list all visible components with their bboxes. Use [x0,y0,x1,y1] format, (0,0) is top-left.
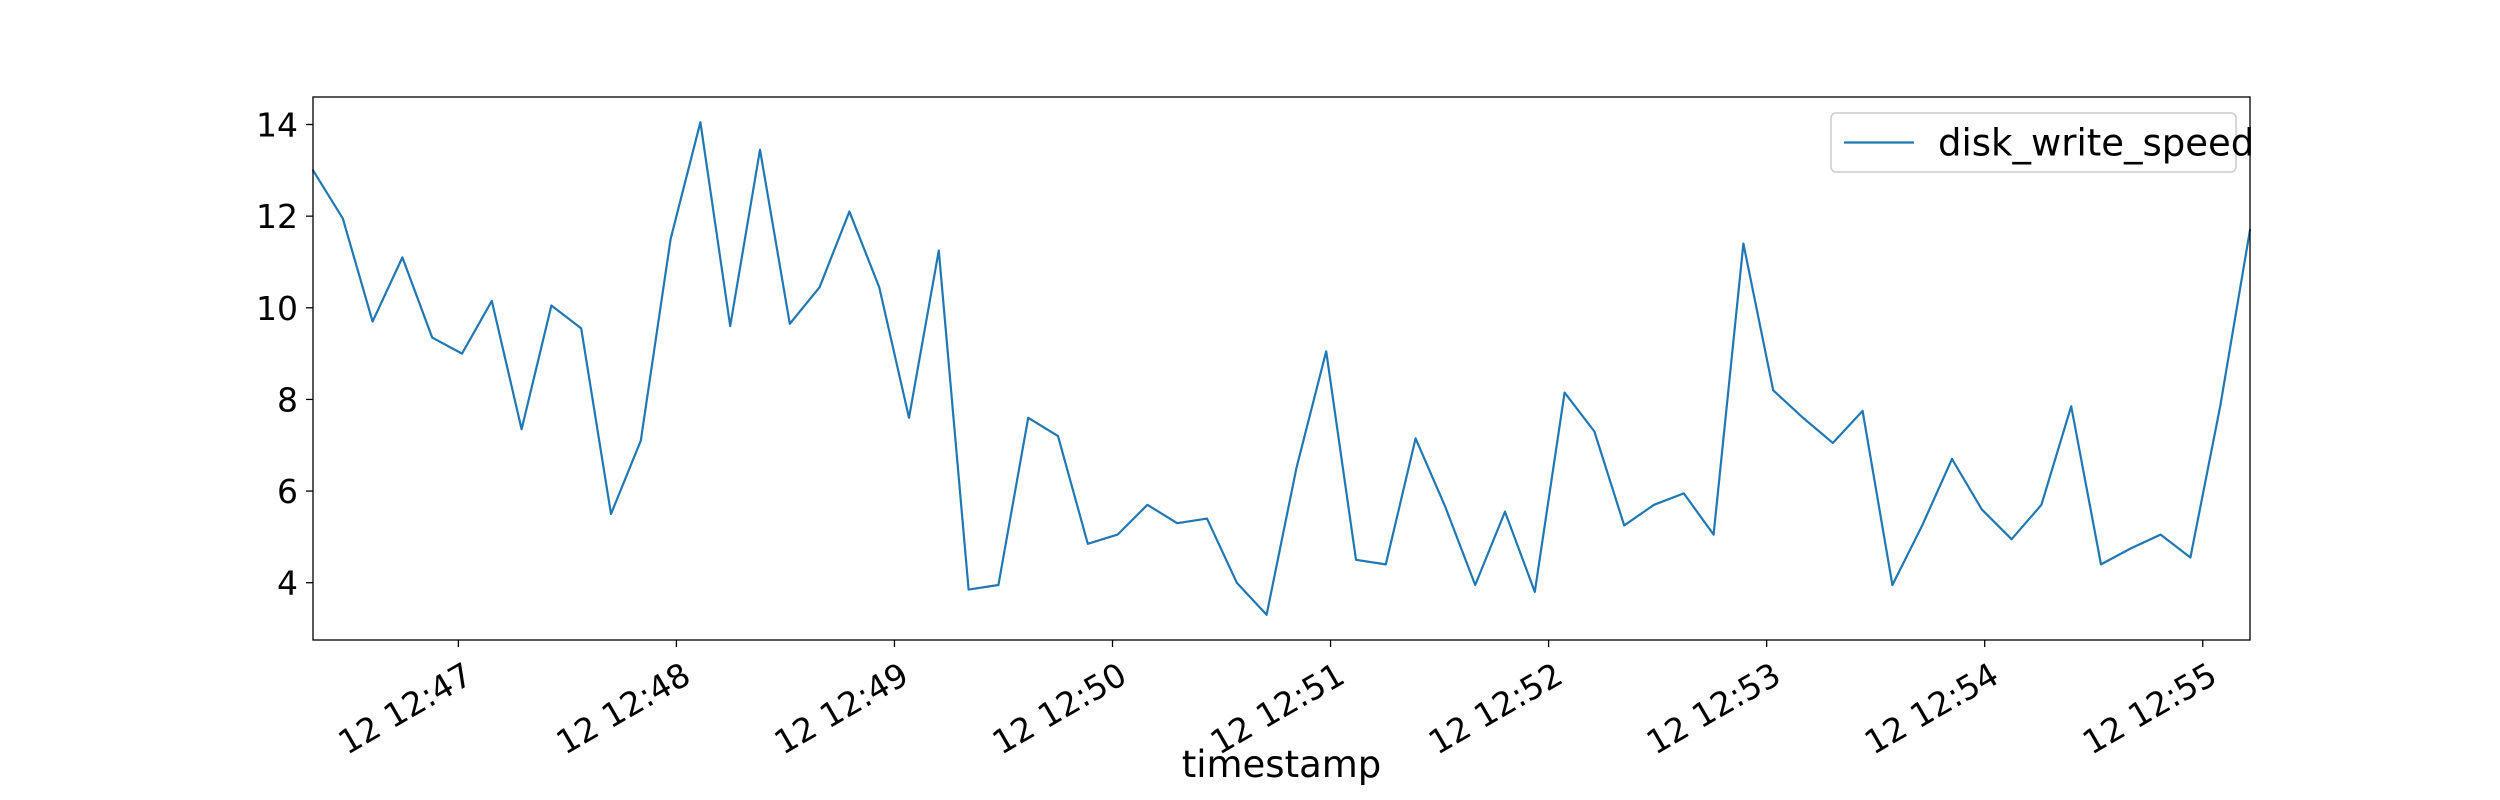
y-tick-label: 10 [256,289,298,328]
y-tick-label: 12 [256,197,298,236]
x-tick-label: 12 12:54 [1858,655,2005,763]
x-tick-label: 12 12:49 [768,655,915,763]
y-axis-ticks: 4 6 8 10 12 14 [256,105,313,603]
x-axis-title: timestamp [1182,743,1382,786]
y-tick-label: 8 [277,380,298,419]
x-tick-label: 12 12:48 [549,655,696,763]
legend-box [1830,112,2237,173]
x-tick-label: 12 12:55 [2076,655,2223,763]
y-tick-label: 6 [277,472,298,511]
series-line-disk-write-speed [311,121,2252,616]
x-tick-label: 12 12:50 [986,655,1133,763]
x-tick-label: 12 12:47 [331,655,478,763]
x-tick-label: 12 12:52 [1422,655,1569,763]
x-tick-label: 12 12:53 [1640,655,1787,763]
legend-label: disk_write_speed [1938,122,2254,165]
y-tick-label: 4 [277,564,298,603]
legend: disk_write_speed [1830,112,2254,173]
y-tick-label: 14 [256,105,298,144]
plot-area-frame [312,96,2251,641]
